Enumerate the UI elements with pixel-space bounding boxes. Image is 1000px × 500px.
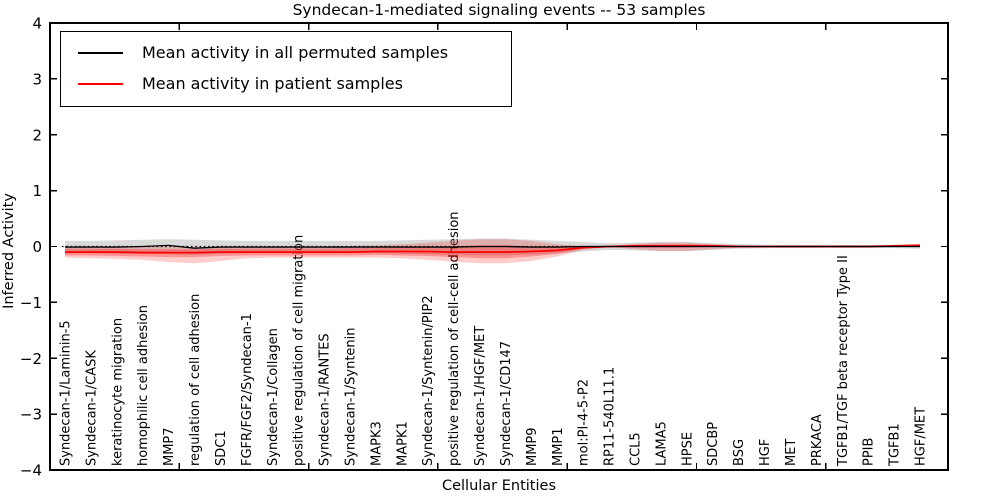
x-entity-label: PRKACA: [810, 414, 825, 466]
y-tick-label: 2: [32, 126, 42, 144]
y-tick-label: −1: [20, 294, 42, 312]
legend-entry-permuted: Mean activity in all permuted samples: [61, 37, 511, 68]
x-entity-label: HGF: [758, 439, 773, 466]
x-entity-label: regulation of cell adhesion: [188, 294, 203, 466]
x-entity-label: Syndecan-1/Syntenin/PIP2: [421, 295, 436, 466]
legend-entry-patient: Mean activity in patient samples: [61, 68, 511, 99]
x-entity-label: SDCBP: [706, 422, 721, 466]
x-entity-label: MMP7: [162, 427, 177, 466]
x-entity-label: Syndecan-1/CD147: [499, 341, 514, 466]
x-entity-label: MMP1: [551, 427, 566, 466]
x-entity-label: BSG: [732, 439, 747, 466]
x-entity-label: Syndecan-1/RANTES: [318, 333, 333, 466]
y-tick-label: −3: [20, 406, 42, 424]
x-entity-label: MMP9: [525, 427, 540, 466]
legend-label-permuted: Mean activity in all permuted samples: [142, 43, 449, 62]
x-entity-label: FGFR/FGF2/Syndecan-1: [240, 313, 255, 466]
x-entity-label: positive regulation of cell-cell adhesio…: [447, 211, 462, 466]
y-tick-label: 0: [32, 238, 42, 256]
chart-title: Syndecan-1-mediated signaling events -- …: [292, 1, 706, 19]
y-tick-label: −2: [20, 350, 42, 368]
x-entity-label: CCL5: [629, 432, 644, 466]
x-entity-label: HGF/MET: [914, 407, 929, 466]
y-axis-title: Inferred Activity: [1, 193, 17, 309]
legend-line-black-icon: [78, 51, 123, 54]
y-tick-label: 1: [32, 182, 42, 200]
x-axis-title: Cellular Entities: [441, 478, 557, 494]
y-tick-label: −4: [20, 462, 42, 480]
x-entity-label: homophilic cell adhesion: [136, 305, 151, 466]
x-entity-label: MAPK3: [369, 421, 384, 466]
x-entity-label: Syndecan-1/Syntenin: [344, 328, 359, 467]
x-entity-label: HPSE: [680, 432, 695, 466]
x-entity-label: mol:PI-4-5-P2: [577, 379, 592, 466]
x-entity-label: keratinocyte migration: [110, 318, 125, 466]
legend-line-red-icon: [78, 82, 123, 85]
legend-label-patient: Mean activity in patient samples: [142, 74, 403, 93]
x-entity-label: Syndecan-1/Collagen: [266, 328, 281, 466]
x-entity-label: Syndecan-1/Laminin-5: [59, 320, 74, 466]
y-tick-label: 3: [32, 70, 42, 88]
x-entity-label: RP11-540L11.1: [603, 367, 618, 466]
x-entity-label: positive regulation of cell migration: [292, 235, 307, 466]
x-entity-label: MET: [784, 439, 799, 466]
x-entity-label: MAPK1: [395, 421, 410, 466]
x-entity-label: LAMA5: [654, 421, 669, 466]
legend: Mean activity in all permuted samples Me…: [60, 31, 512, 107]
x-entity-label: SDC1: [214, 430, 229, 466]
x-entity-label: Syndecan-1/CASK: [84, 350, 99, 466]
x-entity-label: TGFB1: [888, 423, 903, 467]
x-entity-label: Syndecan-1/HGF/MET: [473, 326, 488, 466]
y-tick-label: 4: [32, 15, 42, 33]
x-entity-label: TGFB1/TGF beta receptor Type II: [836, 255, 851, 467]
x-entity-label: PPIB: [862, 438, 877, 466]
